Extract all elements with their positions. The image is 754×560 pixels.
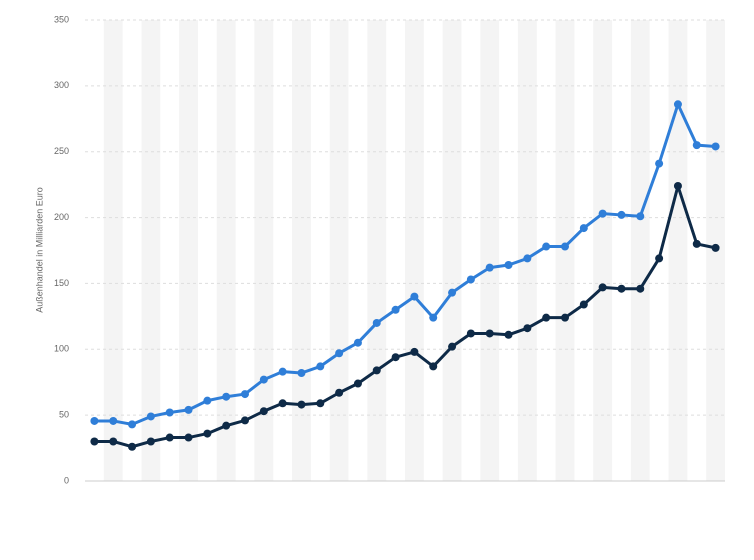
- data-point: [335, 388, 344, 397]
- data-point: [297, 368, 306, 377]
- band-stripe: [254, 20, 274, 481]
- y-tick-label: 200: [54, 212, 69, 222]
- band-stripe: [668, 20, 688, 481]
- data-point: [128, 442, 137, 451]
- data-point: [655, 254, 664, 263]
- band-stripe: [480, 20, 500, 481]
- y-tick-label: 150: [54, 278, 69, 288]
- data-point: [316, 362, 325, 371]
- data-point: [372, 318, 381, 327]
- data-point: [598, 283, 607, 292]
- data-point: [636, 212, 645, 221]
- data-point: [617, 284, 626, 293]
- data-point: [429, 362, 438, 371]
- data-point: [353, 379, 362, 388]
- data-point: [579, 224, 588, 233]
- data-point: [278, 367, 287, 376]
- data-point: [485, 263, 494, 272]
- data-point: [241, 416, 249, 425]
- data-point: [692, 239, 701, 248]
- y-tick-label: 300: [54, 80, 69, 90]
- data-point: [259, 375, 268, 384]
- y-axis-label: Außenhandel in Milliarden Euro: [34, 187, 44, 313]
- data-point: [109, 437, 118, 446]
- data-point: [655, 159, 664, 168]
- data-point: [523, 254, 532, 263]
- band-stripe: [103, 20, 123, 481]
- data-point: [165, 408, 174, 417]
- data-point: [391, 353, 400, 362]
- data-point: [617, 210, 626, 219]
- data-point: [222, 421, 231, 430]
- data-point: [523, 324, 532, 333]
- band-stripe: [216, 20, 236, 481]
- data-point: [485, 329, 494, 338]
- data-point: [692, 141, 701, 150]
- data-point: [466, 329, 475, 338]
- data-point: [184, 405, 193, 414]
- data-point: [410, 347, 419, 356]
- data-point: [466, 275, 475, 284]
- series-line: [94, 102, 716, 426]
- data-point: [598, 209, 607, 218]
- data-point: [241, 390, 249, 399]
- y-tick-label: 100: [54, 344, 69, 354]
- data-point: [90, 416, 99, 425]
- data-point: [542, 313, 551, 322]
- data-point: [561, 313, 569, 322]
- band-stripe: [141, 20, 161, 481]
- y-tick-label: 250: [54, 146, 69, 156]
- data-point: [429, 313, 438, 322]
- band-stripe: [593, 20, 613, 481]
- y-tick-label: 0: [64, 475, 69, 485]
- data-point: [316, 399, 325, 408]
- data-point: [579, 300, 588, 309]
- data-point: [391, 305, 400, 314]
- data-point: [542, 242, 551, 251]
- data-point: [109, 416, 118, 425]
- data-point: [222, 392, 231, 401]
- data-point: [278, 399, 287, 408]
- band-stripe: [367, 20, 387, 481]
- series-line: [94, 184, 716, 449]
- data-point: [297, 400, 306, 409]
- data-point: [673, 181, 682, 190]
- data-point: [448, 342, 457, 351]
- band-stripe: [405, 20, 424, 481]
- data-point: [372, 366, 381, 375]
- data-point: [636, 284, 645, 293]
- data-point: [448, 288, 457, 297]
- y-tick-label: 350: [54, 14, 69, 24]
- data-point: [504, 330, 513, 339]
- data-point: [711, 243, 720, 252]
- data-point: [561, 242, 569, 251]
- data-point: [184, 433, 193, 442]
- data-point: [146, 412, 155, 421]
- y-tick-label: 50: [59, 410, 69, 420]
- data-point: [504, 260, 513, 269]
- data-point: [353, 338, 362, 347]
- band-stripe: [329, 20, 349, 481]
- data-point: [711, 142, 720, 151]
- band-stripe: [517, 20, 537, 481]
- data-point: [146, 437, 155, 446]
- data-point: [259, 407, 268, 416]
- data-point: [203, 429, 212, 438]
- band-stripe: [630, 20, 650, 481]
- band-stripe: [442, 20, 462, 481]
- data-point: [410, 292, 419, 301]
- data-point: [128, 420, 137, 429]
- data-point: [203, 396, 212, 405]
- data-point: [165, 433, 174, 442]
- data-point: [90, 437, 99, 446]
- data-point: [335, 349, 344, 358]
- data-point: [673, 100, 682, 109]
- band-stripe: [179, 20, 198, 481]
- band-stripe: [292, 20, 311, 481]
